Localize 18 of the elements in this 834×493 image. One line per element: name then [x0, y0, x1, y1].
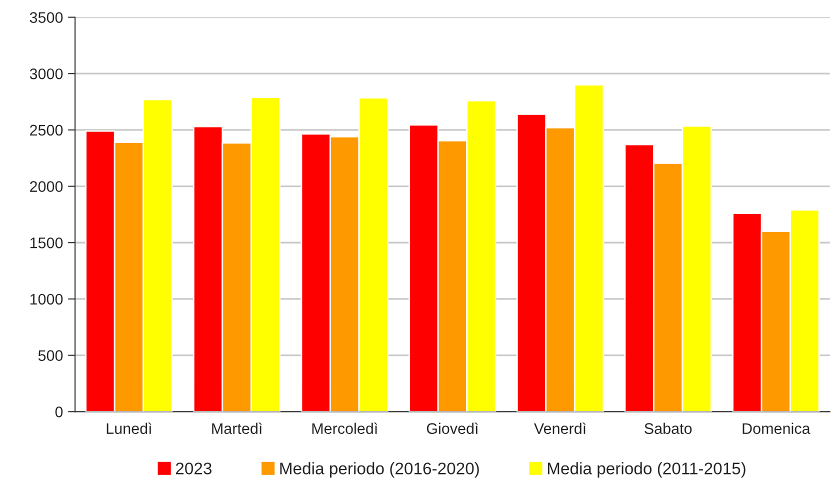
y-tick-label: 3000: [30, 68, 63, 80]
x-tick-label: Mercoledì: [312, 422, 378, 434]
y-tick-label: 2000: [30, 181, 63, 192]
x-tick-label: Domenica: [742, 422, 810, 434]
legend-label: Media periodo (2016-2020): [280, 462, 479, 478]
x-tick-label: Giovedì: [426, 422, 478, 434]
x-tick-label: Sabato: [644, 422, 692, 434]
y-tick-label: 1000: [30, 294, 63, 305]
legend-label: 2023: [176, 462, 212, 474]
x-tick-label: Venerdì: [534, 422, 586, 434]
legend-label: Media periodo (2011-2015): [548, 462, 746, 478]
y-tick-label: 2500: [30, 124, 63, 136]
x-tick-label: Lunedì: [106, 422, 152, 434]
y-tick-label: 1500: [30, 237, 63, 248]
x-tick-label: Martedì: [212, 422, 262, 434]
y-tick-label: 0: [55, 406, 63, 418]
y-tick-label: 500: [38, 350, 63, 361]
y-tick-label: 3500: [30, 12, 63, 23]
